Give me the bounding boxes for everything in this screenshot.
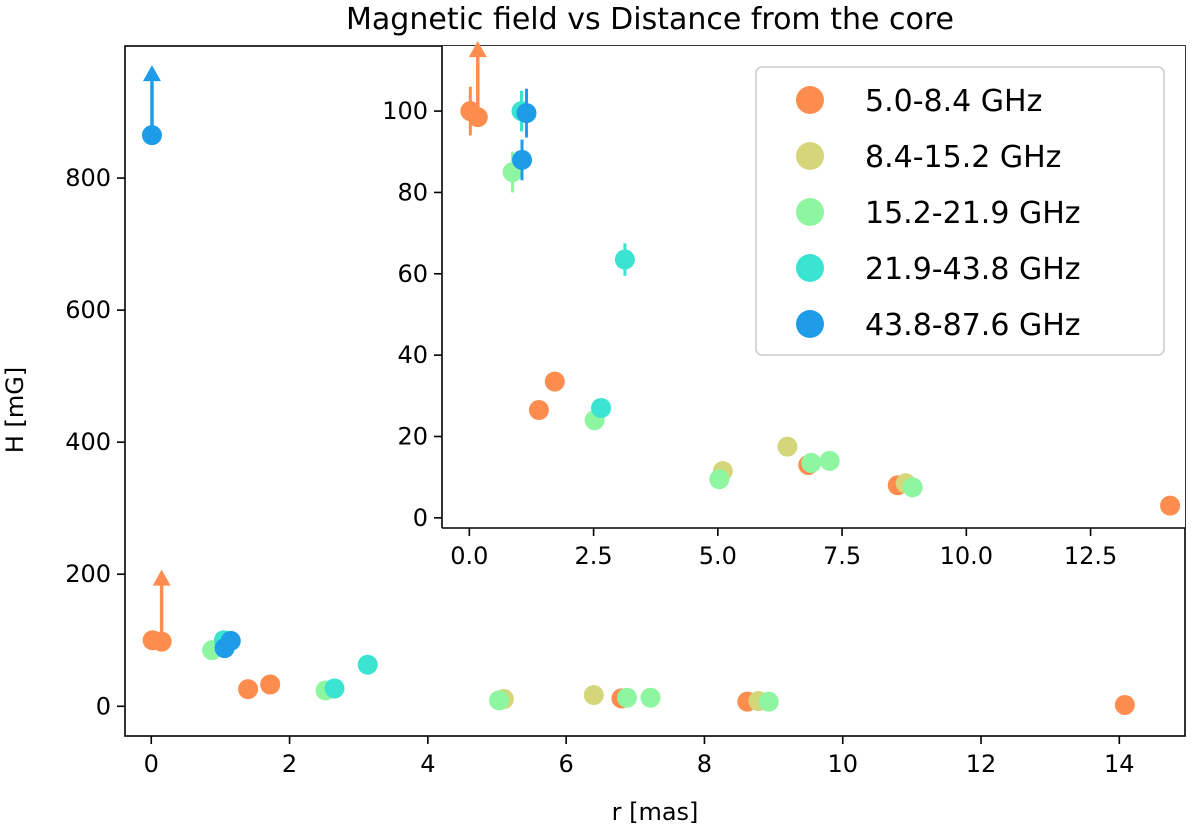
main-point-5-0-8-4-ghz xyxy=(1114,694,1135,715)
inset-point-5-0-8-4-ghz xyxy=(528,400,549,421)
inset-plot: 0.0 2.5 5.0 7.5 10.0 12.5 0 20 40 60 80 100 xyxy=(382,41,1181,570)
main-point-15-2-21-9-ghz xyxy=(640,687,661,708)
inset-x-tick-label: 2.5 xyxy=(574,542,612,570)
legend-label-43-8-87-6-ghz: 43.8-87.6 GHz xyxy=(865,308,1081,343)
inset-x-tick-label: 10.0 xyxy=(940,542,993,570)
inset-point-8-4-15-2-ghz xyxy=(777,436,798,457)
inset-point-15-2-21-9-ghz xyxy=(801,452,822,473)
inset-point-5-0-8-4-ghz xyxy=(1160,495,1181,516)
main-x-tick-label: 6 xyxy=(559,750,574,778)
inset-x-tick-label: 5.0 xyxy=(699,542,737,570)
inset-y-tick-label: 0 xyxy=(413,504,428,532)
legend-label-5-0-8-4-ghz: 5.0-8.4 GHz xyxy=(865,84,1042,119)
inset-point-5-0-8-4-ghz xyxy=(544,371,565,392)
main-point-15-2-21-9-ghz xyxy=(616,687,637,708)
main-point-5-0-8-4-ghz xyxy=(260,674,281,695)
inset-y-tick-label: 80 xyxy=(397,178,428,206)
main-x-tick-label: 4 xyxy=(420,750,435,778)
inset-point-15-2-21-9-ghz xyxy=(819,450,840,471)
inset-point-5-0-8-4-ghz xyxy=(467,107,488,128)
inset-y-tick-label: 100 xyxy=(382,97,428,125)
legend-marker-5-0-8-4-ghz xyxy=(796,86,824,114)
y-axis-label: H [mG] xyxy=(1,367,29,453)
main-y-tick-label: 0 xyxy=(96,692,111,720)
legend-label-15-2-21-9-ghz: 15.2-21.9 GHz xyxy=(865,196,1081,231)
main-limit-arrow-head-43-8-87-6-ghz xyxy=(142,65,161,82)
inset-point-21-9-43-8-ghz xyxy=(614,249,635,270)
legend-label-8-4-15-2-ghz: 8.4-15.2 GHz xyxy=(865,140,1061,175)
legend-label-21-9-43-8-ghz: 21.9-43.8 GHz xyxy=(865,252,1081,287)
inset-y-tick-label: 20 xyxy=(397,422,428,450)
legend-marker-21-9-43-8-ghz xyxy=(796,254,824,282)
chart-title: Magnetic field vs Distance from the core xyxy=(346,2,954,37)
main-y-tick-label: 200 xyxy=(65,560,111,588)
inset-point-43-8-87-6-ghz xyxy=(512,149,533,170)
main-y-tick-label: 400 xyxy=(65,428,111,456)
inset-point-43-8-87-6-ghz xyxy=(516,103,537,124)
legend-marker-8-4-15-2-ghz xyxy=(796,142,824,170)
inset-point-15-2-21-9-ghz xyxy=(709,469,730,490)
main-point-5-0-8-4-ghz xyxy=(238,679,259,700)
x-axis-label: r [mas] xyxy=(612,798,699,826)
legend-marker-43-8-87-6-ghz xyxy=(796,310,824,338)
main-point-21-9-43-8-ghz xyxy=(357,654,378,675)
main-x-tick-label: 10 xyxy=(827,750,858,778)
inset-limit-arrow-head-5-0-8-4-ghz xyxy=(468,41,487,58)
inset-y-tick-label: 60 xyxy=(397,260,428,288)
main-point-21-9-43-8-ghz xyxy=(324,678,345,699)
legend: 5.0-8.4 GHz 8.4-15.2 GHz 15.2-21.9 GHz 21.9… xyxy=(755,66,1165,356)
legend-marker-15-2-21-9-ghz xyxy=(796,198,824,226)
inset-x-tick-label: 0.0 xyxy=(450,542,488,570)
main-point-43-8-87-6-ghz xyxy=(141,125,162,146)
main-point-8-4-15-2-ghz xyxy=(583,685,604,706)
main-point-15-2-21-9-ghz xyxy=(758,691,779,712)
inset-x-tick-label: 7.5 xyxy=(823,542,861,570)
main-y-tick-label: 800 xyxy=(65,164,111,192)
main-limit-arrow-head-5-0-8-4-ghz xyxy=(152,569,171,586)
main-x-tick-label: 0 xyxy=(144,750,159,778)
main-x-tick-label: 2 xyxy=(282,750,297,778)
main-x-tick-label: 12 xyxy=(966,750,997,778)
main-point-5-0-8-4-ghz xyxy=(151,631,172,652)
inset-point-21-9-43-8-ghz xyxy=(591,398,612,419)
main-y-tick-label: 600 xyxy=(65,296,111,324)
main-x-tick-label: 14 xyxy=(1104,750,1135,778)
main-point-43-8-87-6-ghz xyxy=(220,630,241,651)
inset-x-tick-label: 12.5 xyxy=(1064,542,1117,570)
inset-point-15-2-21-9-ghz xyxy=(902,477,923,498)
legend-frame xyxy=(755,66,1165,356)
inset-y-tick-label: 40 xyxy=(397,341,428,369)
main-point-15-2-21-9-ghz xyxy=(489,690,510,711)
main-x-tick-label: 8 xyxy=(697,750,712,778)
